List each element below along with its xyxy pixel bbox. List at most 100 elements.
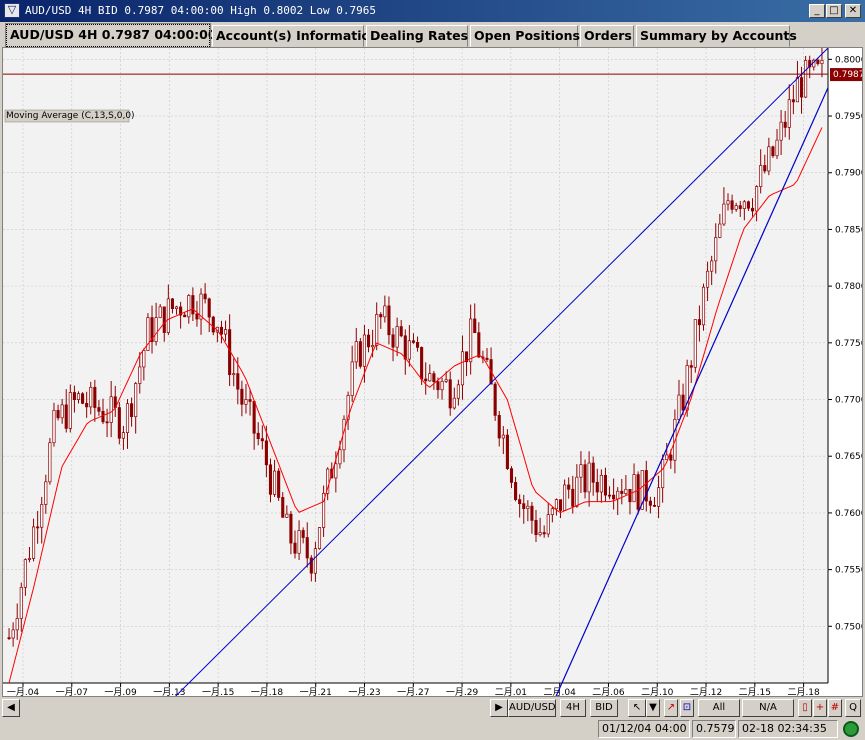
candle [154,302,158,346]
candle [109,381,113,438]
tab-account-information[interactable]: Account(s) Information [212,25,379,47]
candle [72,385,76,413]
minimize-button[interactable]: _ [809,4,825,18]
candle [579,451,583,494]
cursor-tool-icon[interactable]: ↖ [628,699,646,717]
candle [791,84,795,115]
candle [232,358,236,387]
grid-icon[interactable]: # [828,699,842,717]
candle [554,498,558,516]
tab-summary-by-accounts[interactable]: Summary by Accounts [636,25,797,47]
candle [350,345,354,403]
candle [448,371,452,416]
candle [326,467,330,501]
tab-chart[interactable]: AUD/USD 4H 0.7987 04:00:00 [5,23,217,48]
candle [248,388,252,416]
na-button[interactable]: N/A [742,699,794,717]
tab-orders[interactable]: Orders [580,25,634,47]
select-tool-icon[interactable]: ⊡ [680,699,694,717]
candle [595,468,599,502]
candle [170,297,174,314]
x-tick-label: 一月.21 [300,687,332,696]
indicator-label[interactable]: Moving Average (C,13,S,0,0) [6,111,135,121]
scroll-right-button[interactable]: ▶ [490,699,508,717]
tab-bar: AUD/USD 4H 0.7987 04:00:00 Account(s) In… [2,23,863,48]
zoom-all-button[interactable]: All [698,699,740,717]
crosshair-icon[interactable]: + [813,699,827,717]
candle [387,296,391,345]
bid-ask-button[interactable]: BID [590,699,618,717]
candle [722,187,726,226]
candle [550,507,554,523]
scroll-left-button[interactable]: ◀ [2,699,20,717]
candle [779,110,783,156]
candle [281,492,285,518]
candle [23,558,27,596]
candle [591,456,595,496]
candle [693,319,697,373]
candle [681,383,685,416]
candle [440,377,444,400]
candle [477,322,481,359]
candle [375,302,379,351]
candle [240,380,244,417]
x-tick-label: 一月.27 [397,687,429,696]
candle [526,500,530,522]
pair-select-button[interactable]: AUD/USD [508,699,556,717]
candle [436,377,440,399]
status-clock: 02-18 02:34:35 [738,720,838,738]
draw-tool-icon[interactable]: ↗ [664,699,678,717]
x-tick-label: 二月.04 [544,687,577,696]
timeframe-button[interactable]: 4H [560,699,586,717]
candle [657,475,661,519]
q-button[interactable]: Q [845,699,861,717]
candle [244,383,248,414]
candle [730,194,734,214]
y-tick-label: 0.7500 [835,622,862,632]
x-tick-label: 一月.04 [7,687,40,696]
candle [142,348,146,381]
candle [264,425,268,478]
candle [383,295,387,323]
horizontal-scrollbar[interactable] [20,700,490,716]
tab-dealing-rates[interactable]: Dealing Rates [366,25,468,47]
support-trend-line[interactable] [546,87,829,718]
tab-open-positions[interactable]: Open Positions [470,25,580,47]
candle [7,628,11,640]
candle [771,145,775,158]
close-button[interactable]: ✕ [845,4,861,18]
candle [64,389,68,433]
candle [219,320,224,344]
candle [191,287,195,322]
candle [755,185,759,222]
status-bar: 01/12/04 04:00 0.7579 02-18 02:34:35 [0,718,865,740]
candle [293,530,297,559]
x-tick-label: 一月.07 [56,687,88,696]
candle [424,362,428,395]
x-tick-label: 二月.15 [739,687,771,696]
candle [460,335,465,400]
candle [787,84,791,140]
window-titlebar: ▽ AUD/USD 4H BID 0.7987 04:00:00 High 0.… [0,0,865,22]
candle [138,352,142,394]
candle [726,193,730,211]
candle [89,381,93,415]
candle-chart-icon[interactable]: ▯ [798,699,812,717]
resistance-trend-line[interactable] [142,47,829,729]
candle [256,422,260,446]
chevron-down-icon[interactable]: ▼ [646,699,660,717]
candle [195,301,199,327]
maximize-button[interactable]: □ [826,4,842,18]
candle [187,294,191,324]
connection-status-icon [843,721,859,737]
candle [317,527,322,550]
candle [632,463,636,503]
